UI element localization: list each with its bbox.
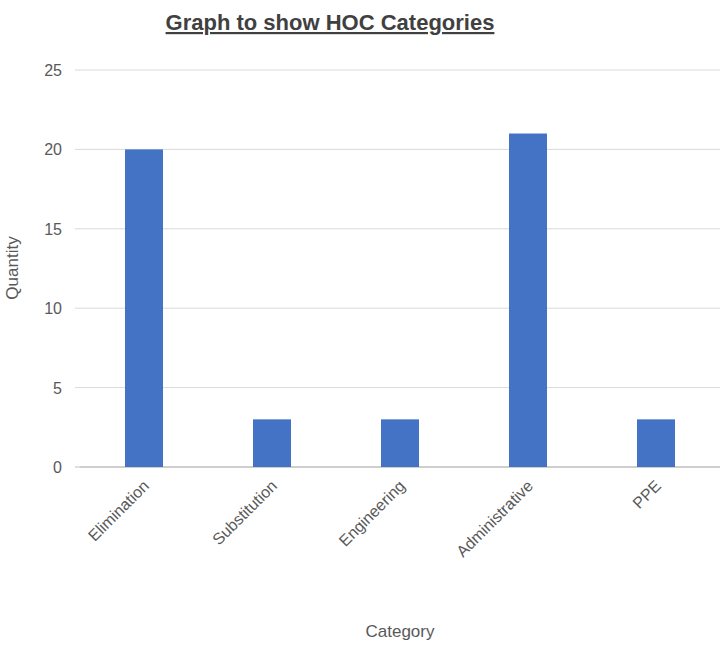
x-tick-label: Substitution [209, 477, 280, 548]
bar [381, 419, 419, 467]
y-axis-title: Quantity [3, 236, 22, 300]
y-tick-label: 15 [44, 221, 62, 238]
grid-line [75, 70, 720, 71]
bar [509, 134, 547, 467]
bar [253, 419, 291, 467]
chart-container: Graph to show HOC Categories 0 5 10 15 20 25 El… [0, 0, 724, 645]
y-tick-label: 5 [53, 380, 62, 397]
grid-line [75, 308, 720, 309]
bar [125, 149, 163, 467]
x-tick-label: PPE [629, 477, 664, 512]
chart-svg: Graph to show HOC Categories 0 5 10 15 20 25 El… [0, 0, 724, 645]
y-tick-label: 0 [53, 459, 62, 476]
bar [637, 419, 675, 467]
x-tick-label: Elimination [85, 477, 152, 544]
grid-line [75, 387, 720, 388]
bars [125, 134, 675, 467]
x-tick-label: Engineering [336, 477, 408, 549]
grid-line [75, 149, 720, 150]
chart-title: Graph to show HOC Categories [166, 10, 495, 35]
y-tick-label: 10 [44, 300, 62, 317]
x-axis-title: Category [366, 622, 435, 641]
y-tick-label: 20 [44, 141, 62, 158]
grid-line [75, 228, 720, 229]
x-tick-label: Administrative [453, 477, 536, 560]
y-tick-label: 25 [44, 62, 62, 79]
